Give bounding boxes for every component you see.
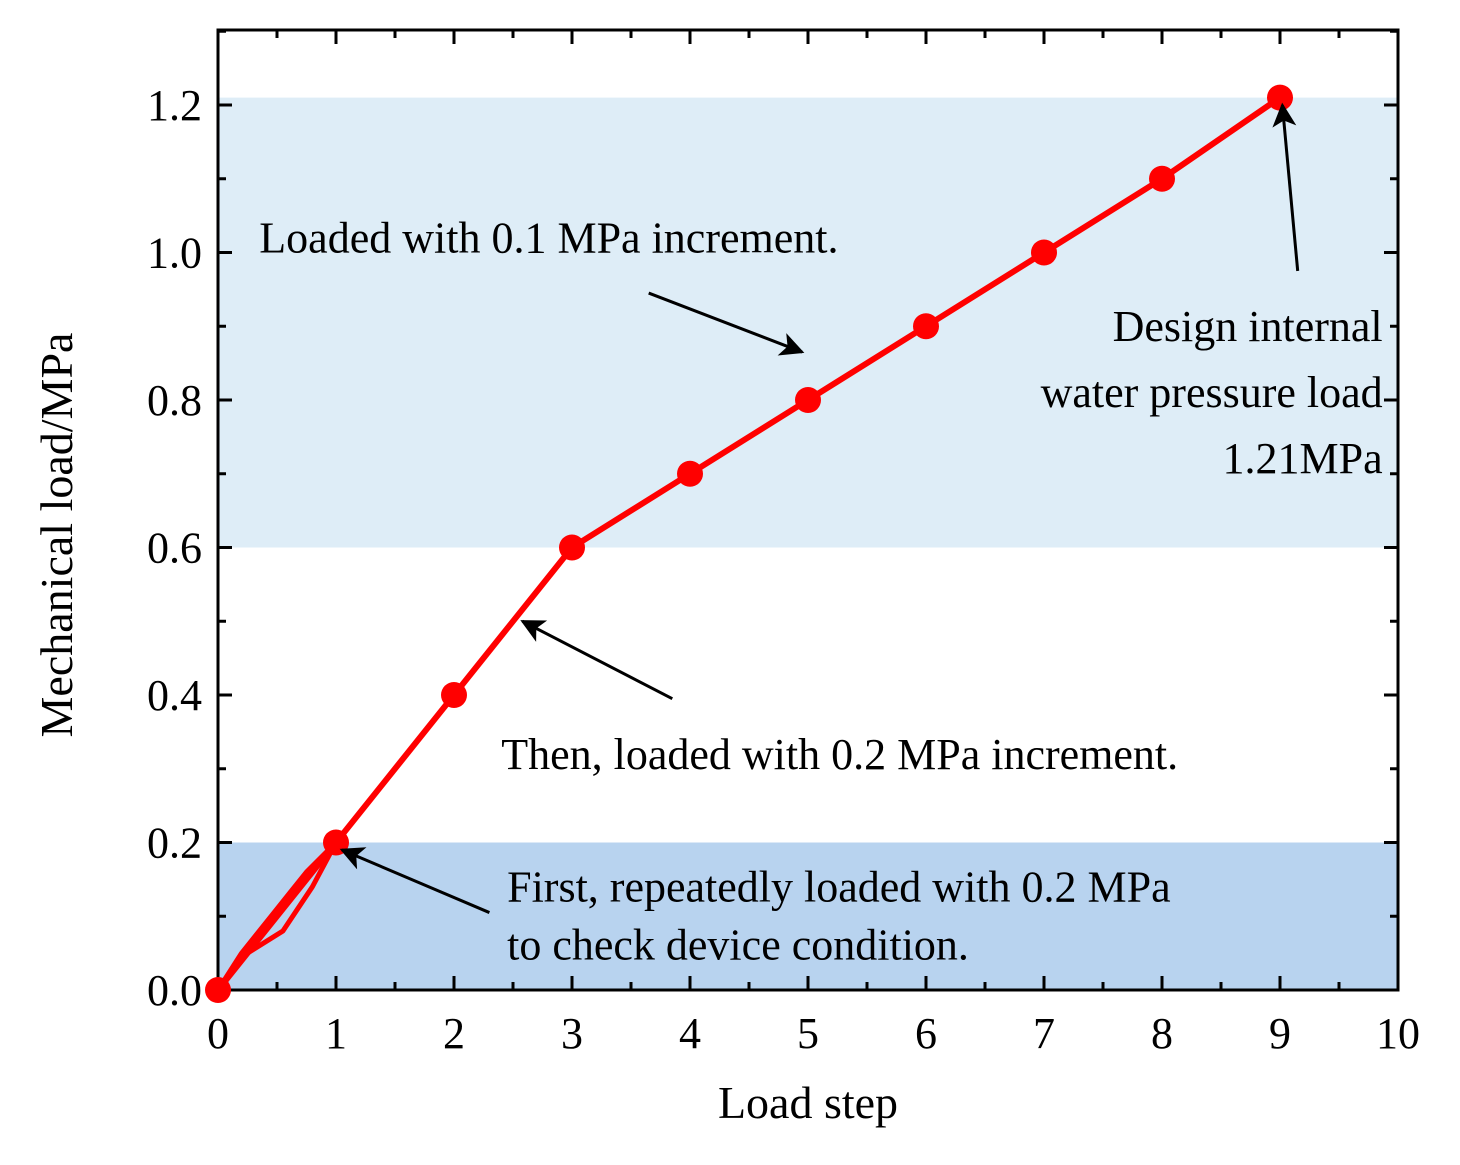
annotation-design-load-text: 1.21MPa bbox=[1223, 434, 1383, 483]
data-point bbox=[1149, 165, 1175, 192]
data-point bbox=[441, 682, 467, 708]
y-tick-label: 0.6 bbox=[147, 524, 202, 573]
x-tick-label: 5 bbox=[797, 1009, 819, 1058]
annotation-coarse-increment-text: Then, loaded with 0.2 MPa increment. bbox=[501, 730, 1178, 779]
initial-check-band bbox=[218, 842, 1398, 990]
x-tick-label: 6 bbox=[915, 1009, 937, 1058]
annotation-initial-check-text: to check device condition. bbox=[507, 921, 969, 970]
annotation-design-load-text: water pressure load bbox=[1041, 368, 1383, 417]
x-tick-label: 0 bbox=[207, 1009, 229, 1058]
annotation-fine-increment: Loaded with 0.1 MPa increment. bbox=[259, 214, 839, 356]
series-line bbox=[215, 94, 1283, 993]
annotations: Loaded with 0.1 MPa increment. Design int… bbox=[259, 102, 1383, 970]
data-point bbox=[1031, 239, 1057, 266]
x-axis-title: Load step bbox=[718, 1077, 898, 1128]
y-tick-label: 0.2 bbox=[147, 819, 202, 868]
annotation-initial-check-arrow bbox=[339, 847, 490, 914]
y-tick-label: 1.2 bbox=[147, 81, 202, 130]
data-point bbox=[677, 460, 703, 487]
y-tick-label: 1.0 bbox=[147, 229, 202, 278]
axis-labels: Load step Mechanical load/MPa bbox=[31, 333, 898, 1128]
annotation-design-load: Design internal water pressure load 1.21MP… bbox=[1041, 102, 1383, 483]
annotation-design-load-arrow bbox=[1272, 102, 1300, 272]
background-bands bbox=[218, 97, 1398, 990]
data-point bbox=[205, 977, 231, 1003]
x-tick-label: 9 bbox=[1269, 1009, 1291, 1058]
x-tick-label: 3 bbox=[561, 1009, 583, 1058]
annotation-initial-check-text: First, repeatedly loaded with 0.2 MPa bbox=[507, 863, 1171, 912]
y-ticks: 0.0 0.2 0.4 0.6 0.8 1.0 1.2 bbox=[147, 29, 1398, 1015]
data-point bbox=[795, 387, 821, 413]
y-axis-title: Mechanical load/MPa bbox=[31, 333, 82, 738]
data-point bbox=[559, 534, 585, 561]
y-tick-label: 0.4 bbox=[147, 671, 202, 720]
x-tick-label: 2 bbox=[443, 1009, 465, 1058]
axes: 0 1 2 3 4 5 6 7 8 9 10 0.0 0.2 0.4 0.6 0.8 1.0 1.2 bbox=[147, 28, 1420, 1058]
annotation-coarse-increment: Then, loaded with 0.2 MPa increment. bbox=[501, 619, 1178, 779]
y-tick-label: 0.0 bbox=[147, 966, 202, 1015]
annotation-fine-increment-text: Loaded with 0.1 MPa increment. bbox=[259, 214, 838, 263]
x-tick-label: 8 bbox=[1151, 1009, 1173, 1058]
x-tick-label: 4 bbox=[679, 1009, 701, 1058]
fine-increment-band bbox=[218, 97, 1398, 548]
x-tick-label: 7 bbox=[1033, 1009, 1055, 1058]
x-tick-label: 1 bbox=[325, 1009, 347, 1058]
annotation-initial-check: First, repeatedly loaded with 0.2 MPa to … bbox=[339, 847, 1171, 970]
data-point bbox=[1267, 84, 1293, 111]
annotation-design-load-text: Design internal bbox=[1113, 302, 1383, 351]
annotation-fine-increment-arrow bbox=[648, 291, 805, 356]
data-point bbox=[913, 313, 939, 340]
x-ticks: 0 1 2 3 4 5 6 7 8 9 10 bbox=[207, 30, 1420, 1058]
x-tick-label: 10 bbox=[1376, 1009, 1420, 1058]
y-tick-label: 0.8 bbox=[147, 376, 202, 425]
annotation-coarse-increment-arrow bbox=[520, 619, 673, 701]
